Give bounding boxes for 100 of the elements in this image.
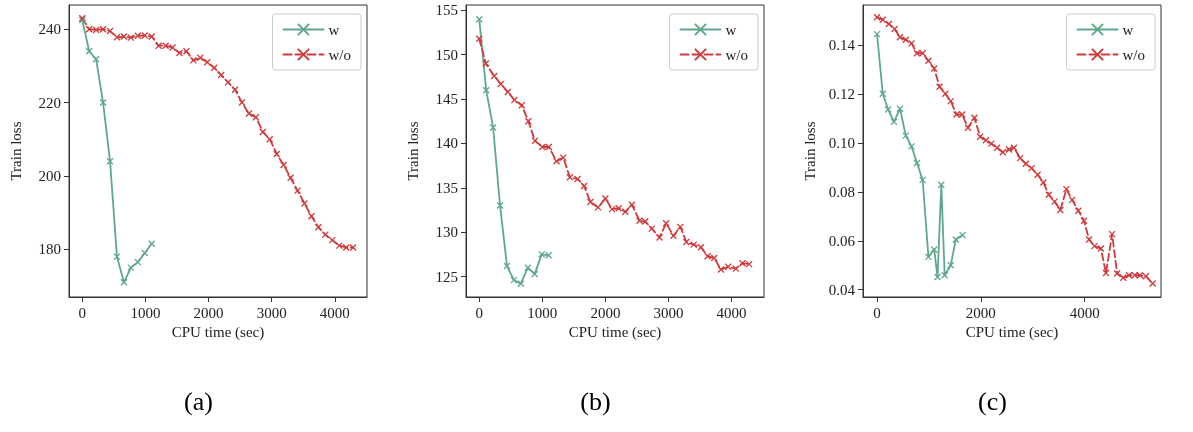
y-axis-title: Train loss <box>404 121 421 181</box>
point <box>538 143 546 151</box>
text: (b) <box>580 386 611 416</box>
text: (a) <box>184 386 213 416</box>
point <box>307 212 316 220</box>
point <box>231 86 239 94</box>
point <box>924 253 933 261</box>
y-axis-title: Train loss <box>801 121 818 181</box>
point <box>92 55 100 63</box>
point <box>328 236 336 244</box>
point <box>879 16 887 24</box>
point <box>314 223 323 231</box>
point <box>196 54 204 62</box>
y-tick-label: 125 <box>435 268 458 285</box>
point <box>510 96 519 104</box>
y-tick-label: 0.14 <box>828 37 856 54</box>
point <box>902 131 910 140</box>
point <box>662 219 670 227</box>
point <box>99 98 107 107</box>
point <box>238 98 246 107</box>
x-tick-label: 4000 <box>716 304 747 321</box>
y-tick-label: 155 <box>435 2 458 19</box>
point <box>1142 272 1150 280</box>
x-tick-label: 1000 <box>527 304 558 321</box>
y-axis-title: Train loss <box>7 121 24 181</box>
point <box>648 225 656 233</box>
point <box>531 270 539 278</box>
point <box>697 243 705 251</box>
point <box>586 198 595 206</box>
y-tick-label: 220 <box>38 94 61 111</box>
point <box>896 33 904 41</box>
legend-label: w <box>1122 21 1134 38</box>
point <box>113 33 121 41</box>
point <box>993 144 1001 152</box>
point <box>907 142 916 150</box>
point <box>141 31 149 40</box>
legend-label: w/o <box>328 46 351 63</box>
y-tick-label: 240 <box>38 21 61 38</box>
point <box>919 176 927 184</box>
point <box>544 251 553 259</box>
x-tick-label: 2000 <box>965 304 996 321</box>
point <box>1090 242 1099 250</box>
point <box>182 47 191 55</box>
point <box>552 157 561 165</box>
point <box>1148 279 1157 288</box>
point <box>113 253 121 261</box>
point <box>1080 217 1088 225</box>
point <box>497 80 505 88</box>
legend-label: w/o <box>1122 46 1145 63</box>
point <box>890 25 899 33</box>
y-tick-label: 180 <box>38 241 61 258</box>
point <box>524 117 533 125</box>
point <box>738 259 747 267</box>
point <box>935 83 944 91</box>
point <box>127 34 135 42</box>
x-tick-label: 3000 <box>256 304 287 321</box>
point <box>1097 244 1105 253</box>
x-tick-label: 0 <box>475 304 483 321</box>
point <box>335 241 343 250</box>
point <box>621 208 629 216</box>
point <box>217 71 225 79</box>
y-tick-label: 0.10 <box>828 134 855 151</box>
legend-label: w <box>725 21 737 38</box>
point <box>682 238 691 246</box>
y-tick-label: 0.04 <box>828 281 856 298</box>
point <box>245 109 253 118</box>
point <box>635 217 644 225</box>
x-tick-label: 0 <box>78 304 87 321</box>
y-tick-label: 135 <box>435 179 458 196</box>
y-tick-label: 145 <box>435 91 458 108</box>
point <box>280 161 288 169</box>
y-tick-label: 0.08 <box>828 183 855 200</box>
point <box>970 114 979 122</box>
point <box>573 175 582 183</box>
point <box>1022 160 1030 168</box>
point <box>559 154 567 162</box>
point <box>175 49 184 57</box>
point <box>958 231 967 239</box>
point <box>884 105 892 114</box>
x-axis-title: CPU time (sec) <box>965 324 1059 342</box>
point <box>594 203 602 212</box>
point <box>732 264 740 273</box>
point <box>1074 207 1082 215</box>
point <box>127 264 135 272</box>
point <box>531 137 539 145</box>
text: (c) <box>978 386 1007 416</box>
point <box>913 49 921 57</box>
point <box>148 240 156 248</box>
point <box>608 205 616 213</box>
point <box>717 265 725 274</box>
point <box>703 252 712 260</box>
point <box>490 72 498 80</box>
point <box>930 64 938 73</box>
point <box>947 97 955 105</box>
point <box>1027 164 1036 172</box>
point <box>941 90 949 98</box>
y-tick-label: 200 <box>38 167 61 184</box>
point <box>896 105 904 113</box>
x-tick-label: 2000 <box>590 304 621 321</box>
point <box>106 157 114 165</box>
